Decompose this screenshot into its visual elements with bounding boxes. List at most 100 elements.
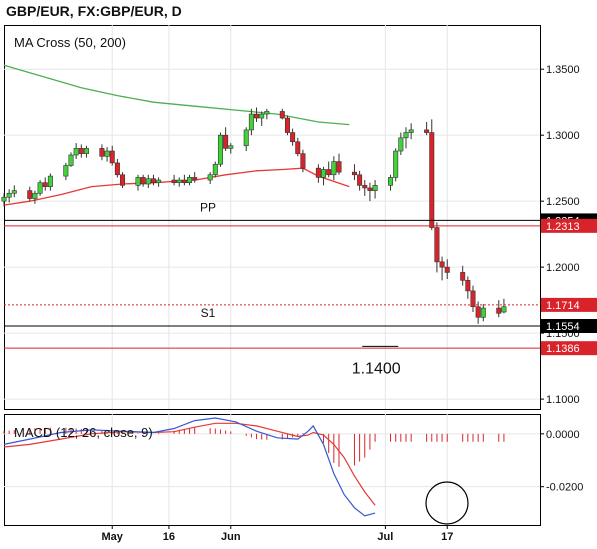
candle-up [480,307,486,318]
axis-ticks: 1.35001.30001.25001.20001.15001.10000.00… [102,64,584,543]
candle-down [192,177,198,181]
time-axis-tick-label: Jun [221,531,241,543]
candle-up [187,177,193,183]
macd-axis-tick-label: -0.0200 [546,482,583,494]
candle-down [99,148,105,157]
candle-down [27,190,33,199]
candle-up [259,113,265,119]
candle-up [243,129,249,147]
candle-up [403,132,409,139]
candle-down [78,148,84,154]
candle-up [6,192,12,198]
chart-title: GBP/EUR, FX:GBP/EUR, D [6,3,182,19]
candle-down [223,134,229,149]
candle-down [114,162,120,176]
candle-up [83,148,89,154]
candle-up [104,150,110,157]
candle-down [109,150,115,164]
level-price-tag-label: 1.1714 [546,300,580,312]
candle-down [42,182,48,187]
candle-down [439,261,445,268]
price-axis-tick-label: 1.3000 [546,130,580,142]
candle-down [465,280,471,292]
candle-down [351,171,357,176]
candle-down [496,307,502,314]
price-panel-frame [4,25,541,410]
candle-down [434,227,440,263]
candle-down [460,272,466,281]
time-axis-tick-label: 17 [441,531,453,543]
candle-up [11,190,17,194]
level-price-tag [541,341,597,356]
candle-up [331,161,337,176]
candle-up [217,134,223,165]
candle-down [284,117,290,133]
candle-down [315,167,321,178]
time-axis-tick-label: May [102,531,124,543]
annotations: 1.1400 [352,345,469,525]
candle-down [475,306,481,318]
candle-up [63,165,69,177]
candle-down [362,185,368,189]
candle-up [501,306,507,313]
candle-up [248,113,254,131]
candle-down [290,132,296,143]
candle-up [32,192,38,199]
price-axis-tick-label: 1.2000 [546,262,580,274]
candle-down [429,132,435,228]
grid-lines [4,25,540,525]
ma200-line [3,64,350,126]
candle-down [300,153,306,169]
candle-up [393,150,399,178]
macd-line [3,417,376,517]
candle-up [156,179,162,183]
candle-up [388,177,394,186]
macd-label: MACD (12, 26, close, 9) [14,425,153,440]
time-axis-tick-label: 16 [163,531,175,543]
level-price-tag-label: 1.2313 [546,221,580,233]
ma-cross-label: MA Cross (50, 200) [14,35,126,50]
candle-up [212,163,218,176]
candle-down [367,187,373,191]
candle-up [408,129,414,133]
macd-axis-tick-label: 0.0000 [546,429,580,441]
candle-up [37,182,43,194]
candle-down [470,290,476,308]
price-axis-tick-label: 1.1000 [546,394,580,406]
macd-signal-line [3,422,376,506]
level-line-label: S1 [201,306,216,320]
candle-down [140,177,146,185]
candle-down [181,179,187,183]
candle-up [398,137,404,152]
candle-up [207,174,213,181]
candle-up [264,111,270,115]
time-axis-tick-label: Jul [377,531,393,543]
price-axis-tick-label: 1.3500 [546,64,580,76]
candle-down [357,174,363,186]
candle-up [176,179,182,183]
target-level-label: 1.1400 [352,360,401,377]
candle-up [1,196,7,202]
candle-down [254,113,260,119]
candle-up [372,185,378,191]
candle-down [150,178,156,183]
level-price-tag [541,297,597,312]
candle-up [321,169,327,178]
candle-up [145,178,151,185]
price-axis-tick-label: 1.2500 [546,196,580,208]
macd-panel-frame [4,414,541,526]
candle-down [120,174,126,186]
candle-down [336,161,342,173]
candle-down [444,266,450,273]
candle-up [47,175,53,187]
candle-down [171,179,177,183]
level-price-tag-label: 1.1386 [546,343,580,355]
candle-down [424,129,430,133]
candle-up [135,177,141,186]
candle-up [68,154,74,166]
macd-series [3,417,505,517]
candle-down [295,141,301,154]
level-line-label: PP [200,200,216,214]
